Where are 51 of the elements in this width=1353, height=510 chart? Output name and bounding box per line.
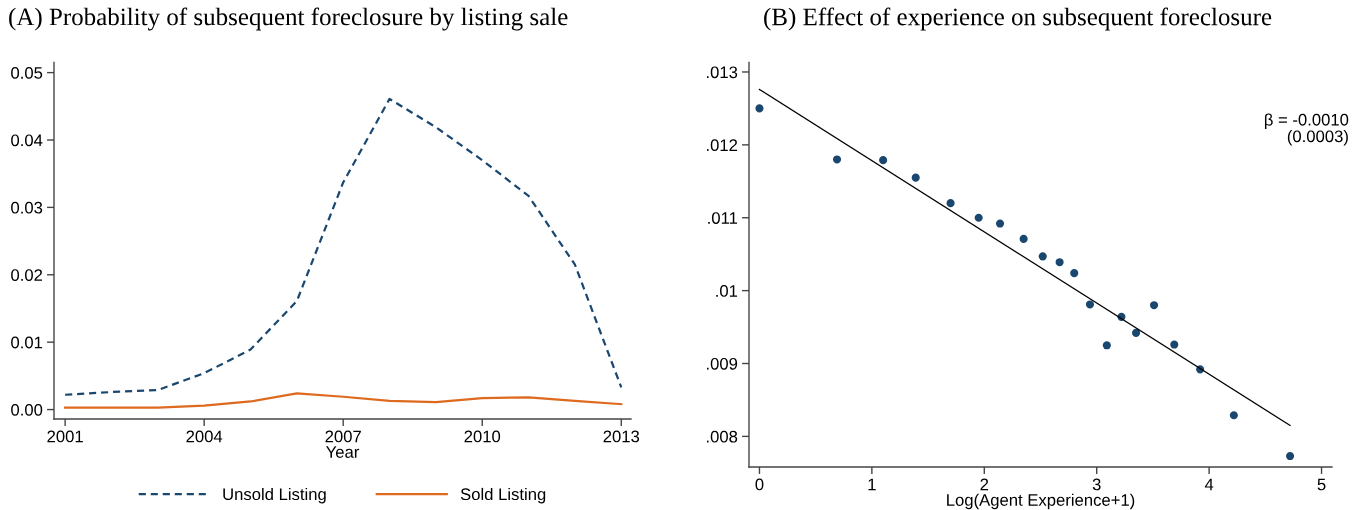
x-tick-label: 3 <box>1092 478 1101 491</box>
point <box>946 199 955 208</box>
x-axis-title: Log(Agent Experience+1) <box>947 493 1135 510</box>
legend-label: Sold Listing <box>460 487 546 504</box>
x-tick-label: 2 <box>980 478 989 491</box>
x-tick-label: 2007 <box>325 430 361 443</box>
point <box>1132 328 1141 337</box>
annotation: (0.0003) <box>1287 129 1348 146</box>
y-tick-label: .012 <box>706 139 738 152</box>
x-tick-label: 2010 <box>464 430 501 443</box>
x-tick-label: 0 <box>755 478 764 491</box>
point <box>832 155 842 164</box>
point <box>1229 411 1238 420</box>
point <box>1070 269 1079 278</box>
y-tick-label: 0.00 <box>11 403 43 416</box>
annotation: β = -0.0010 <box>1264 113 1349 129</box>
x-axis-title: Year <box>326 446 360 458</box>
y-tick-label: 0.04 <box>11 134 43 147</box>
y-tick-label: 0.02 <box>11 269 43 281</box>
point <box>1085 300 1095 309</box>
point <box>1102 341 1111 350</box>
x-tick-label: 5 <box>1317 478 1326 491</box>
y-tick-label: .008 <box>706 430 738 443</box>
y-tick-label: .009 <box>706 357 738 370</box>
y-tick-label: .013 <box>706 66 738 79</box>
chart-title: (A) Probability of subsequent foreclosure by listing sale <box>9 7 568 31</box>
point <box>1055 258 1064 267</box>
legend-label: Unsold Listing <box>223 487 326 504</box>
point <box>755 104 764 113</box>
y-tick-label: 0.05 <box>11 67 43 79</box>
y-tick-label: .011 <box>708 212 738 224</box>
x-tick-label: 2013 <box>603 430 640 443</box>
point <box>1286 452 1295 461</box>
x-tick-label: 2004 <box>186 430 223 443</box>
line-series <box>64 97 623 396</box>
x-tick-label: 2001 <box>47 430 83 443</box>
point <box>1019 234 1028 243</box>
x-tick-label: 4 <box>1204 478 1214 491</box>
y-tick-label: .01 <box>716 285 738 297</box>
line-series <box>64 392 623 409</box>
point <box>879 156 888 165</box>
point <box>995 219 1005 228</box>
point <box>1038 252 1047 261</box>
point <box>1149 301 1159 310</box>
point <box>1170 340 1179 349</box>
y-tick-label: 0.03 <box>11 201 43 214</box>
y-tick-label: 0.01 <box>11 336 43 349</box>
chart-title: (B) Effect of experience on subsequent foreclosure <box>764 7 1272 31</box>
point <box>911 173 920 182</box>
point <box>974 213 983 222</box>
x-tick-label: 1 <box>868 478 876 491</box>
